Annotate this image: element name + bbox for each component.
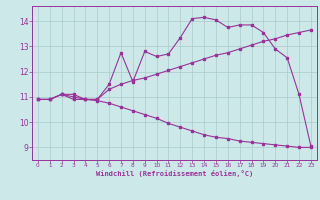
X-axis label: Windchill (Refroidissement éolien,°C): Windchill (Refroidissement éolien,°C) [96, 170, 253, 177]
